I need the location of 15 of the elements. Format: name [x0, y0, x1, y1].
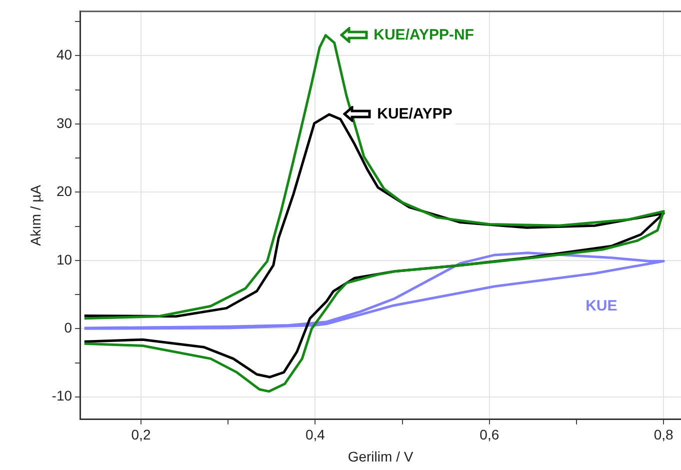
x-tick-label: 0,4	[305, 426, 326, 443]
y-tick-label: 30	[56, 114, 72, 131]
legend-label: KUE/AYPP	[377, 106, 452, 123]
x-tick-label: 0,8	[654, 426, 674, 443]
y-axis-title: Akım / µA	[27, 184, 44, 246]
x-axis-title: Gerilim / V	[348, 448, 414, 464]
legend-label: KUE/AYPP-NF	[374, 26, 474, 44]
x-tick-label: 0,2	[131, 426, 151, 443]
y-tick-label: -10	[52, 388, 72, 404]
y-tick-label: 0	[64, 320, 72, 336]
y-tick-label: 40	[56, 46, 72, 63]
series-label: KUE	[586, 297, 618, 314]
x-tick-label: 0,6	[480, 426, 500, 443]
y-tick-label: 10	[56, 251, 72, 268]
y-tick-label: 20	[56, 183, 72, 200]
